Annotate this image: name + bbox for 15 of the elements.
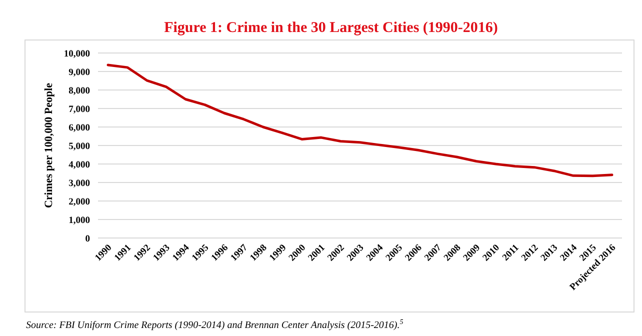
y-tick-label: 5,000 [68, 142, 90, 152]
y-tick-label: 2,000 [68, 197, 90, 208]
chart-title: Figure 1: Crime in the 30 Largest Cities (1990-2016) [164, 20, 498, 36]
y-tick-label: 3,000 [68, 178, 90, 189]
y-tick-label: 7,000 [68, 104, 90, 115]
y-tick-label: 0 [85, 234, 90, 244]
y-tick-label: 4,000 [68, 160, 90, 170]
source-note: Source: FBI Uniform Crime Reports (1990-2014) and Brennan Center Analysis (2015-2016).$^{5}$ [26, 318, 404, 331]
y-tick-label: 10,000 [64, 49, 90, 60]
y-tick-label: 8,000 [68, 86, 90, 96]
line-series [106, 64, 614, 178]
y-tick-label: 1,000 [68, 216, 90, 226]
y-tick-label: 9,000 [68, 68, 90, 78]
y-tick-label: 6,000 [68, 123, 90, 134]
y-axis-title: Crimes per 100,000 People [43, 82, 55, 208]
